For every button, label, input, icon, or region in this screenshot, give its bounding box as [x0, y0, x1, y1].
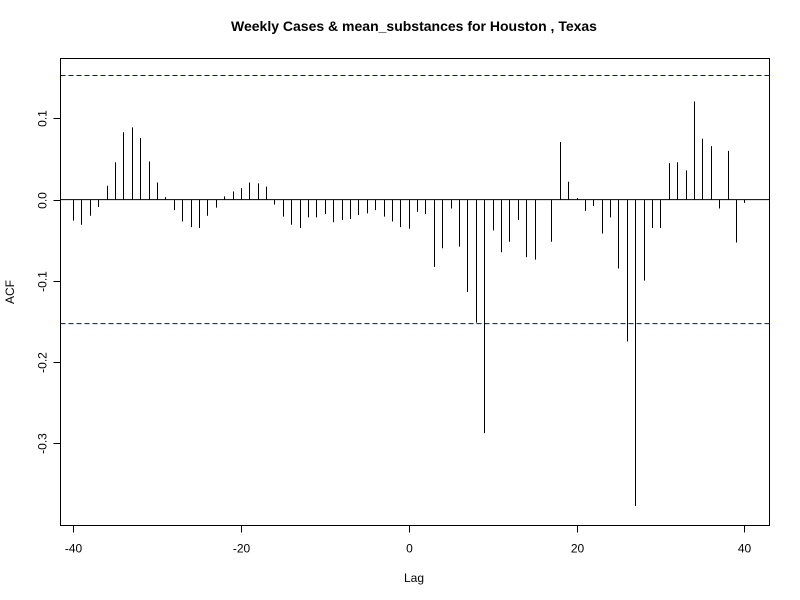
plot-frame	[60, 58, 770, 526]
x-tick-label: -40	[65, 542, 83, 556]
x-tick-label: 40	[738, 542, 752, 556]
x-axis: -40 -20 0 20 40	[65, 525, 752, 556]
y-tick-label: 0.0	[36, 192, 50, 209]
acf-bars	[73, 101, 745, 507]
y-axis: -0.3 -0.2 -0.1 0.0 0.1	[36, 110, 61, 454]
x-tick-label: 20	[571, 542, 585, 556]
y-tick-label: -0.1	[36, 271, 50, 292]
x-tick-label: 0	[406, 542, 413, 556]
y-axis-label: ACF	[3, 280, 17, 304]
y-tick-label: -0.2	[36, 352, 50, 373]
confidence-bounds	[60, 75, 770, 325]
y-tick-label: -0.3	[36, 433, 50, 454]
chart-title: Weekly Cases & mean_substances for Houst…	[231, 18, 597, 34]
x-axis-label: Lag	[404, 571, 424, 585]
y-tick-label: 0.1	[36, 110, 50, 127]
x-tick-label: -20	[233, 542, 251, 556]
